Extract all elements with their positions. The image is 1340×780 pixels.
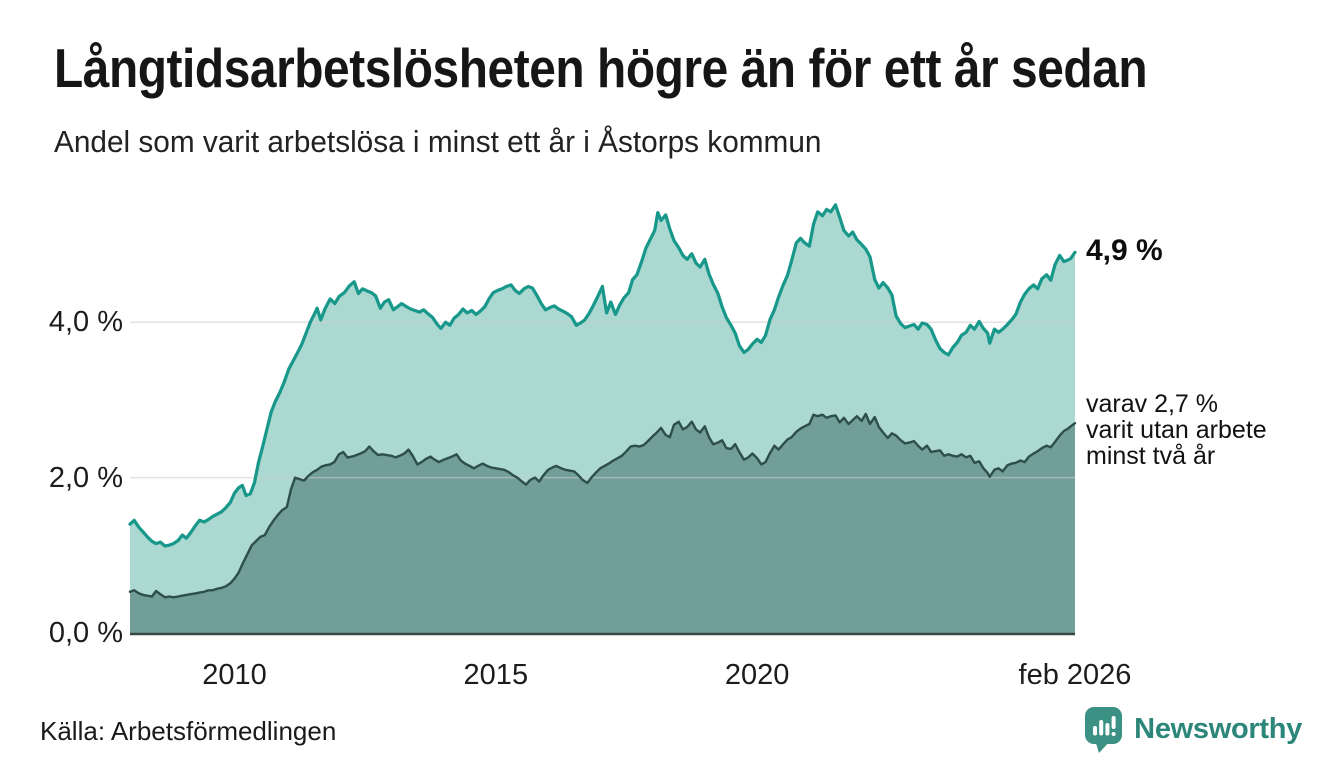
series-end-value-label: 4,9 % bbox=[1086, 234, 1163, 268]
x-tick-label: 2010 bbox=[202, 659, 267, 691]
x-tick-label: 2015 bbox=[463, 659, 529, 691]
series-line-1 bbox=[128, 412, 1077, 599]
newsworthy-logo-icon bbox=[1083, 705, 1125, 754]
series-line-0 bbox=[128, 203, 1077, 548]
newsworthy-logo: Newsworthy bbox=[1083, 704, 1302, 754]
y-tick-label: 0,0 % bbox=[48, 617, 123, 649]
series-end-annotation: varav 2,7 % varit utan arbete minst två … bbox=[1086, 390, 1267, 471]
x-tick-label: 2020 bbox=[724, 659, 790, 691]
y-tick-label: 4,0 % bbox=[48, 306, 123, 339]
y-tick-label: 2,0 % bbox=[48, 461, 123, 494]
chart-subtitle: Andel som varit arbetslösa i minst ett å… bbox=[54, 124, 822, 159]
series-fill-1 bbox=[130, 413, 1075, 633]
page-title: Långtidsarbetslösheten högre än för ett … bbox=[54, 37, 1148, 99]
source-note: Källa: Arbetsförmedlingen bbox=[40, 716, 337, 746]
newsworthy-wordmark: Newsworthy bbox=[1134, 712, 1302, 745]
x-tick-label: feb 2026 bbox=[1018, 659, 1132, 691]
